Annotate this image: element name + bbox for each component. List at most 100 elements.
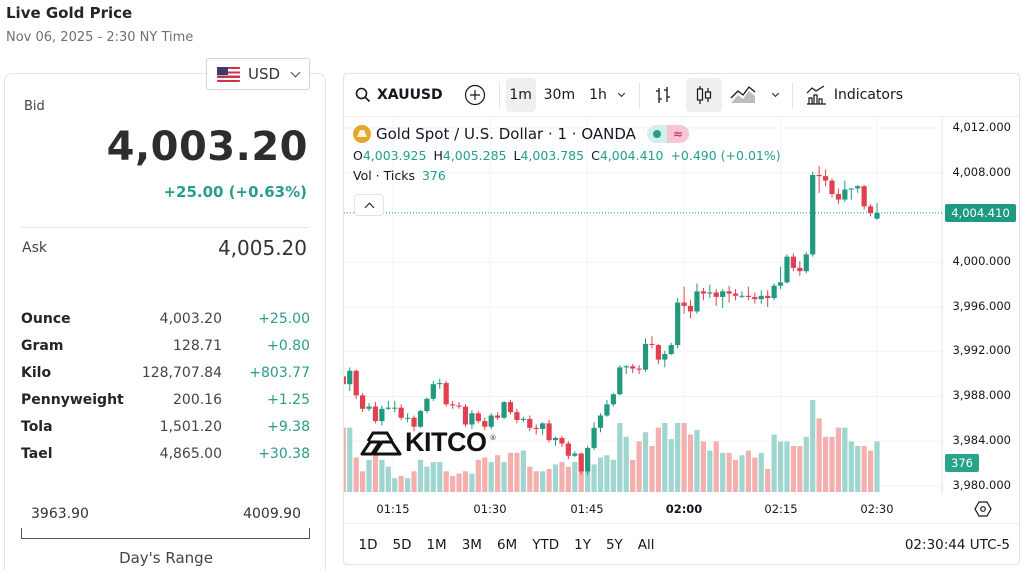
range-5y-button[interactable]: 5Y xyxy=(605,537,623,553)
interval-30m[interactable]: 30m xyxy=(543,87,576,103)
market-status-pill[interactable]: ≈ xyxy=(646,125,689,143)
time-label: 01:15 xyxy=(376,502,410,516)
high-value: 4,005.285 xyxy=(442,147,507,163)
table-row: Gram 128.71 +0.80 xyxy=(21,332,310,359)
ask-price: 4,005.20 xyxy=(217,236,307,260)
unit-name: Pennyweight xyxy=(21,391,124,408)
toolbar-divider xyxy=(498,82,500,108)
price-axis-label: 3,996.000 xyxy=(952,299,1011,313)
candle-chart-type-button[interactable] xyxy=(685,78,722,112)
volume-label: Vol · Ticks xyxy=(353,167,415,183)
interval-dropdown[interactable] xyxy=(611,78,633,112)
time-axis[interactable]: 01:15 01:30 01:45 02:00 02:15 02:30 xyxy=(344,494,1019,524)
unit-name: Gram xyxy=(21,337,64,354)
currency-select[interactable]: USD xyxy=(206,58,310,90)
volume-tag: 376 xyxy=(945,454,979,472)
bid-label: Bid xyxy=(24,99,45,114)
range-1m-button[interactable]: 1M xyxy=(426,537,447,553)
table-row: Pennyweight 200.16 +1.25 xyxy=(21,386,310,413)
unit-price: 4,003.20 xyxy=(159,310,222,327)
search-icon xyxy=(355,87,371,103)
chevron-down-icon xyxy=(772,89,780,98)
interval-1m[interactable]: 1m xyxy=(505,78,536,112)
days-range-high: 4009.90 xyxy=(243,506,301,522)
high-label: H xyxy=(433,147,443,163)
time-label: 02:15 xyxy=(764,502,798,516)
price-axis-label: 3,980.000 xyxy=(952,478,1011,492)
time-label: 01:30 xyxy=(473,502,507,516)
indicators-label: Indicators xyxy=(833,87,904,103)
bid-change: +25.00 (+0.63%) xyxy=(163,183,307,201)
close-value: 4,004.410 xyxy=(599,147,664,163)
legend-title: Gold Spot / U.S. Dollar · 1 · OANDA xyxy=(376,125,636,143)
bar-chart-type-button[interactable] xyxy=(646,78,680,112)
bid-price: 4,003.20 xyxy=(106,124,308,170)
chart-toolbar: XAUUSD 1m 30m 1h Indicators xyxy=(344,74,1019,117)
candlestick-icon xyxy=(696,86,711,104)
delayed-data-icon: ≈ xyxy=(666,125,689,143)
unit-price: 200.16 xyxy=(173,391,222,408)
plus-circle-icon xyxy=(464,84,485,106)
unit-change: +25.00 xyxy=(258,310,310,327)
price-axis-label: 4,012.000 xyxy=(952,120,1011,134)
days-range-bar xyxy=(21,528,310,539)
indicators-icon xyxy=(806,85,826,105)
collapse-legend-button[interactable] xyxy=(354,194,384,216)
unit-change: +1.25 xyxy=(267,391,310,408)
market-open-dot-icon xyxy=(646,125,667,143)
price-axis-label: 4,008.000 xyxy=(952,165,1011,179)
page-title: Live Gold Price xyxy=(6,4,133,22)
symbol-search-button[interactable]: XAUUSD xyxy=(355,78,443,112)
kitco-watermark: KITCO ® xyxy=(360,427,497,458)
range-6m-button[interactable]: 6M xyxy=(496,537,518,553)
gold-bars-icon xyxy=(353,125,371,143)
low-label: L xyxy=(513,147,521,163)
time-label: 02:00 xyxy=(665,502,703,516)
close-label: C xyxy=(591,147,600,163)
chart-widget: XAUUSD 1m 30m 1h Indicators xyxy=(343,73,1020,565)
kitco-logo-icon xyxy=(360,431,402,455)
indicators-button[interactable]: Indicators xyxy=(799,78,909,112)
price-axis-label: 3,988.000 xyxy=(952,388,1011,402)
range-ytd-button[interactable]: YTD xyxy=(532,537,560,553)
price-axis-label: 3,984.000 xyxy=(952,433,1011,447)
bar-change: +0.490 (+0.01%) xyxy=(670,147,781,163)
legend-title-row: Gold Spot / U.S. Dollar · 1 · OANDA ≈ xyxy=(353,123,788,145)
toolbar-divider xyxy=(638,82,640,108)
chart-clock[interactable]: 02:30:44 UTC-5 xyxy=(904,537,1010,553)
unit-change: +9.38 xyxy=(267,418,310,435)
range-5d-button[interactable]: 5D xyxy=(392,537,412,553)
divider xyxy=(21,227,308,228)
unit-price: 1,501.20 xyxy=(159,418,222,435)
chart-type-dropdown[interactable] xyxy=(766,78,786,112)
page-timestamp: Nov 06, 2025 - 2:30 NY Time xyxy=(6,30,194,45)
volume-legend: Vol · Ticks 376 xyxy=(353,165,788,185)
open-value: 4,003.925 xyxy=(362,147,427,163)
interval-1h[interactable]: 1h xyxy=(589,87,607,103)
last-price-tag: 4,004.410 xyxy=(945,204,1016,222)
ohlc-values: O 4,003.925 H 4,005.285 L 4,003.785 C 4,004.… xyxy=(353,145,788,165)
open-label: O xyxy=(353,147,363,163)
time-label: 02:30 xyxy=(860,502,894,516)
unit-name: Ounce xyxy=(21,310,71,327)
range-all-button[interactable]: All xyxy=(637,537,655,553)
time-label: 01:45 xyxy=(570,502,604,516)
unit-price: 128,707.84 xyxy=(141,364,222,381)
days-range-label: Day's Range xyxy=(119,549,213,567)
chart-settings-icon[interactable] xyxy=(974,500,992,518)
ohlc-bars-icon xyxy=(655,87,670,103)
us-flag-icon xyxy=(217,66,240,82)
unit-name: Tola xyxy=(21,418,53,435)
range-3m-button[interactable]: 3M xyxy=(461,537,482,553)
area-chart-type-button[interactable] xyxy=(726,78,760,112)
kitco-wordmark: KITCO xyxy=(405,427,487,457)
range-1y-button[interactable]: 1Y xyxy=(574,537,591,553)
volume-value: 376 xyxy=(421,167,446,183)
range-1d-button[interactable]: 1D xyxy=(358,537,378,553)
compare-symbol-button[interactable] xyxy=(457,78,493,112)
chevron-down-icon xyxy=(290,67,301,77)
table-row: Tola 1,501.20 +9.38 xyxy=(21,413,310,440)
candlestick-chart[interactable] xyxy=(344,74,1020,494)
unit-price: 128.71 xyxy=(173,337,222,354)
